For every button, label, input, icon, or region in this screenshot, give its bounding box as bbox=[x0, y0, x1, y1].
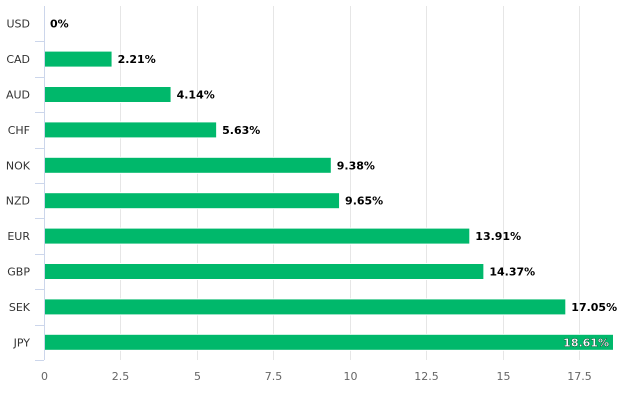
x-tick-label: 12.5 bbox=[414, 370, 439, 383]
category-label-cad: CAD bbox=[6, 53, 30, 66]
bar-cad[interactable] bbox=[44, 50, 113, 68]
gridlines bbox=[120, 6, 580, 360]
data-label-nok: 9.38% bbox=[337, 159, 375, 172]
category-label-aud: AUD bbox=[6, 89, 30, 102]
bars bbox=[44, 50, 614, 351]
bar-eur[interactable] bbox=[44, 227, 471, 245]
data-label-jpy: 18.61% bbox=[563, 336, 609, 349]
category-label-eur: EUR bbox=[7, 230, 30, 243]
x-tick-label: 10 bbox=[344, 370, 358, 383]
axes: 0 2.5 5 7.5 10 12.5 15 17.5 USD CAD AUD CHF NOK NZD EU… bbox=[6, 6, 592, 383]
x-tick-label: 15 bbox=[497, 370, 511, 383]
bar-chf[interactable] bbox=[44, 121, 218, 139]
bar-jpy[interactable] bbox=[44, 333, 614, 351]
x-tick-label: 0 bbox=[41, 370, 48, 383]
category-label-gbp: GBP bbox=[7, 266, 30, 279]
data-label-usd: 0% bbox=[50, 18, 69, 31]
category-label-sek: SEK bbox=[9, 301, 31, 314]
category-label-chf: CHF bbox=[8, 124, 30, 137]
data-labels: 0% 2.21% 4.14% 5.63% 9.38% 9.65% 13.91% 14.37% 1… bbox=[50, 18, 617, 350]
x-tick-label: 17.5 bbox=[567, 370, 592, 383]
x-tick-label: 7.5 bbox=[265, 370, 283, 383]
category-label-nok: NOK bbox=[6, 159, 31, 172]
bar-sek[interactable] bbox=[44, 298, 567, 316]
x-tick-label: 2.5 bbox=[112, 370, 130, 383]
bar-gbp[interactable] bbox=[44, 263, 485, 280]
data-label-cad: 2.21% bbox=[118, 53, 156, 66]
bar-nok[interactable] bbox=[44, 156, 332, 174]
category-label-jpy: JPY bbox=[13, 336, 31, 349]
data-label-nzd: 9.65% bbox=[345, 195, 383, 208]
data-label-gbp: 14.37% bbox=[489, 266, 535, 279]
x-tick-label: 5 bbox=[194, 370, 201, 383]
data-label-chf: 5.63% bbox=[222, 124, 260, 137]
category-label-usd: USD bbox=[6, 18, 30, 31]
data-label-eur: 13.91% bbox=[475, 230, 521, 243]
bar-aud[interactable] bbox=[44, 86, 172, 103]
data-label-aud: 4.14% bbox=[177, 89, 215, 102]
bar-nzd[interactable] bbox=[44, 192, 341, 210]
category-label-nzd: NZD bbox=[6, 195, 30, 208]
data-label-sek: 17.05% bbox=[571, 301, 617, 314]
